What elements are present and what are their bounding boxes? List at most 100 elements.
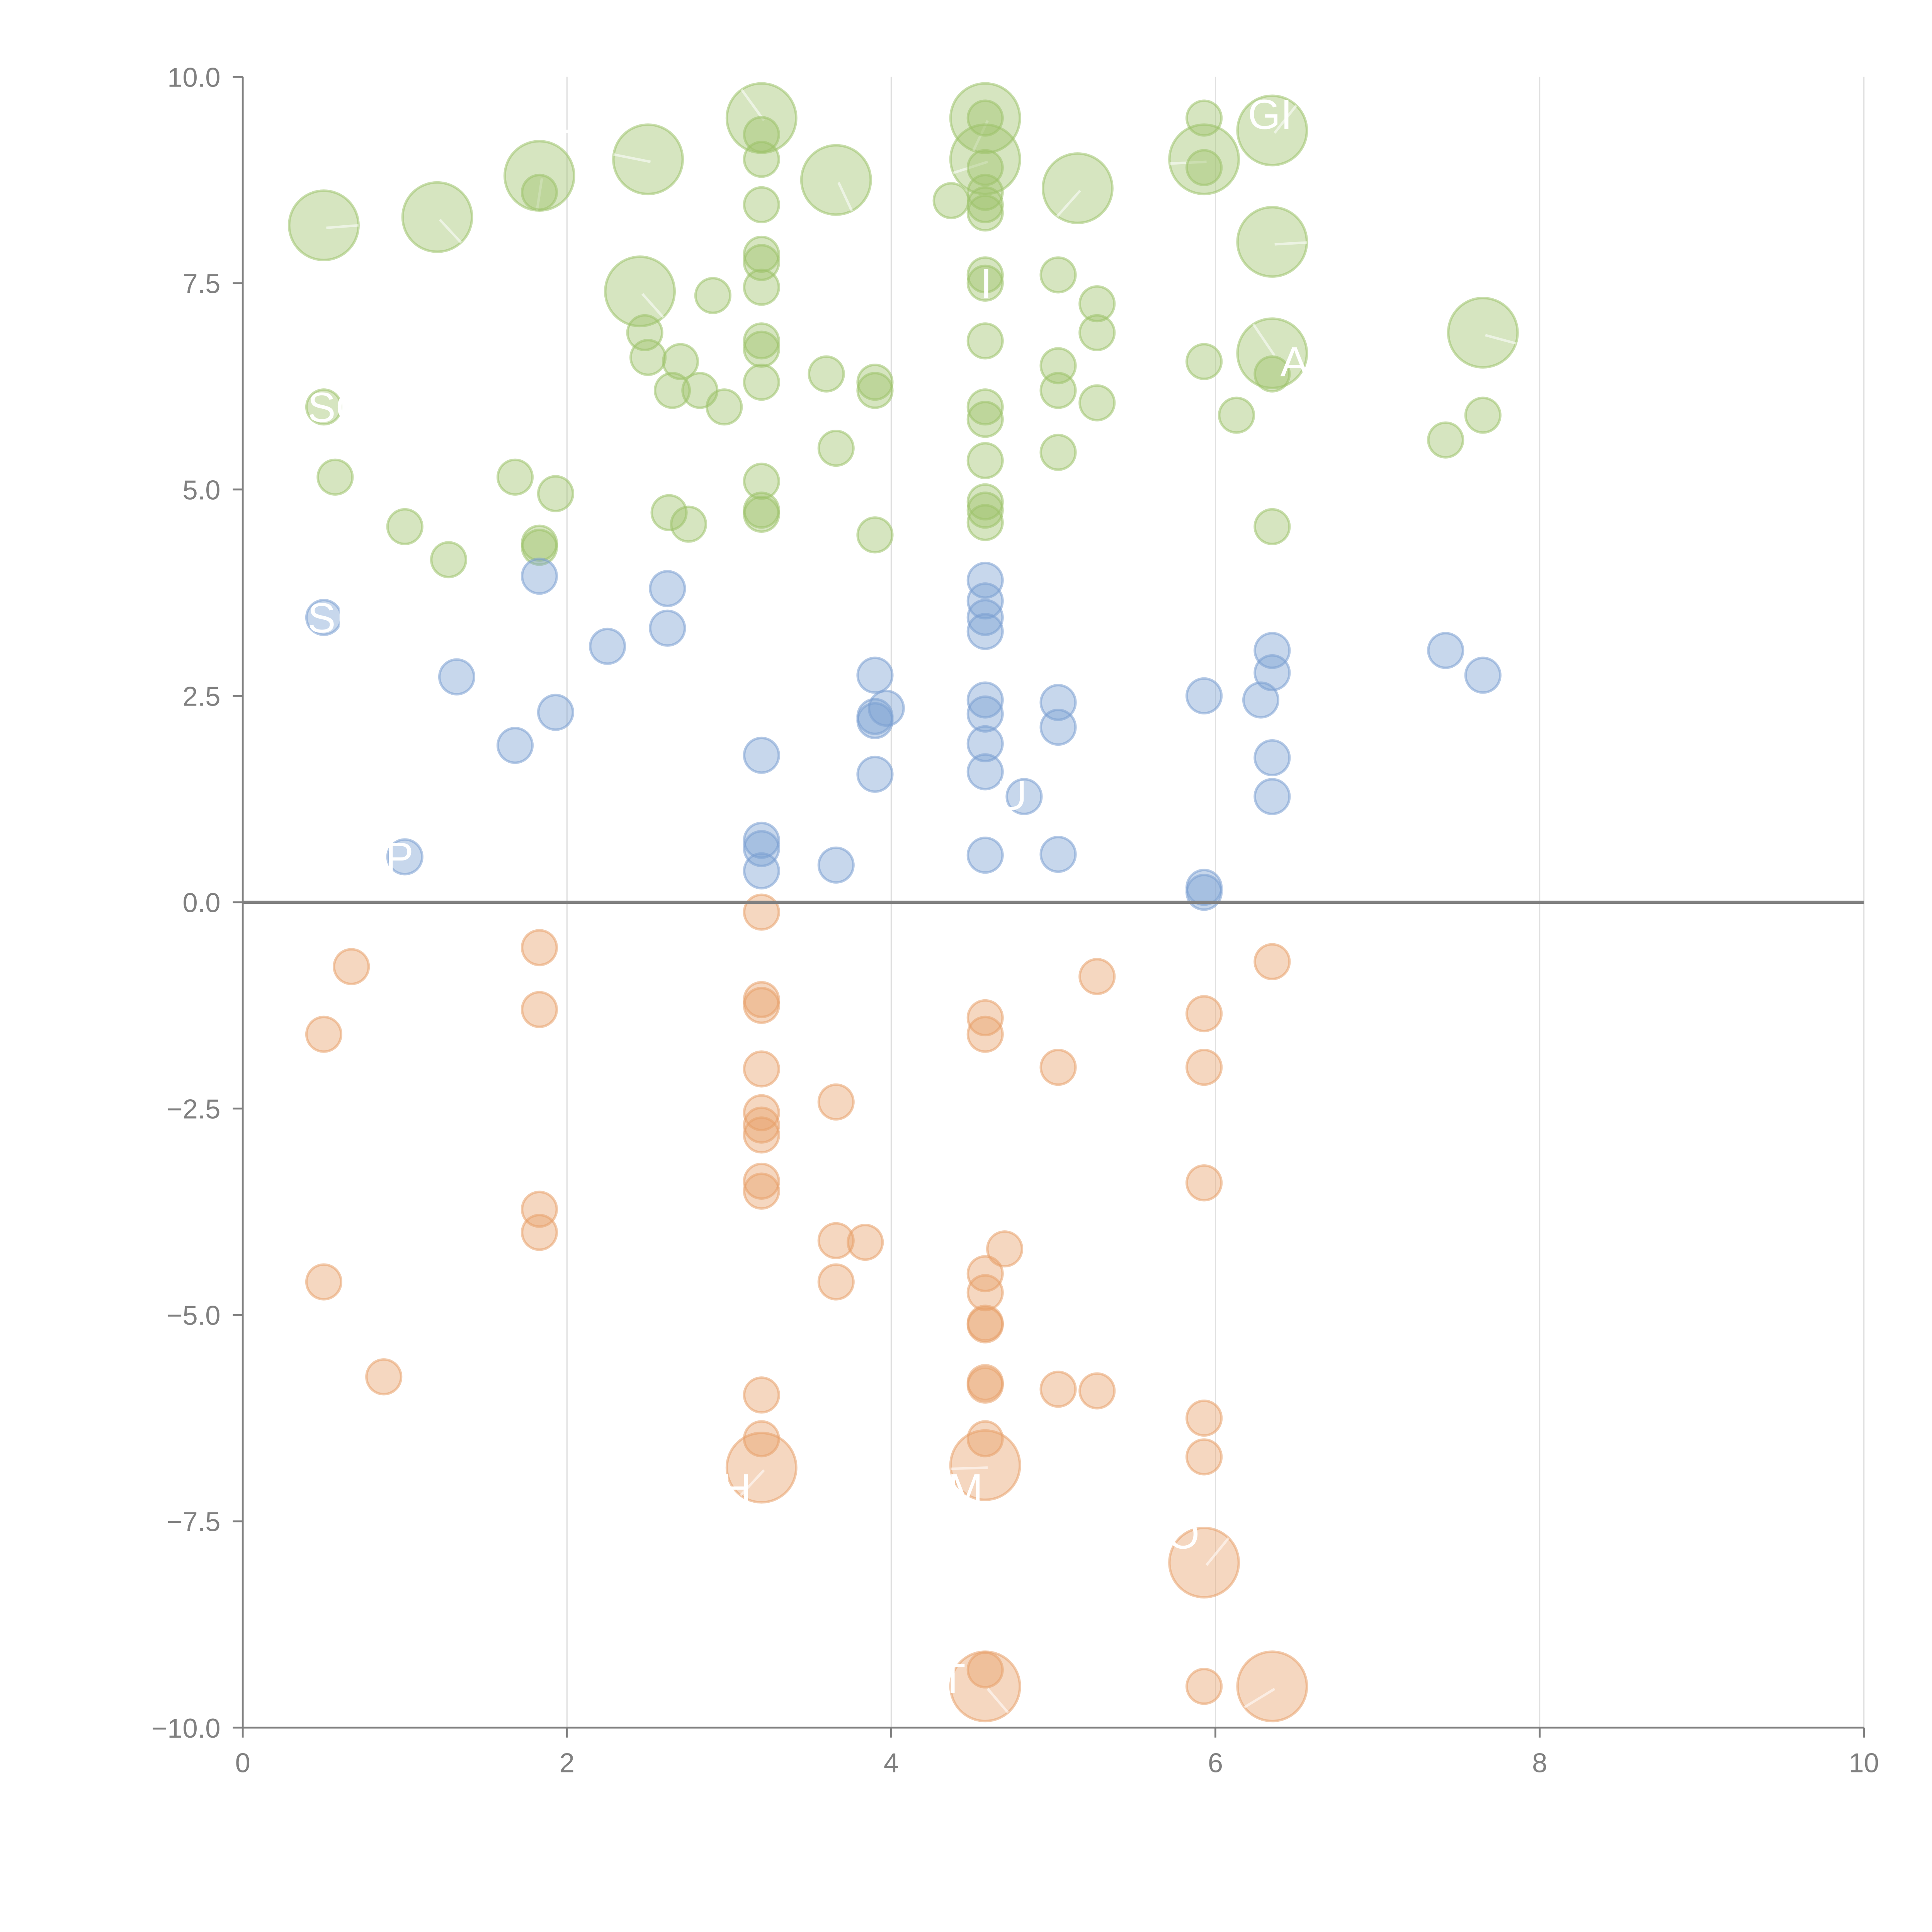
bubble-leader-line (740, 1469, 765, 1497)
bubble-orange (743, 1106, 780, 1144)
bubble-leader-line (613, 153, 651, 163)
y-tick-label: 7.5 (182, 268, 220, 299)
bubble-blue (1039, 835, 1077, 873)
bubble-leader-line (1056, 190, 1081, 217)
bubble-blue (966, 681, 1004, 719)
bubble-orange (949, 1650, 1021, 1723)
bubble-blue (1464, 656, 1502, 694)
bubble-leader-line (1485, 334, 1516, 345)
bubble-leader-line (536, 178, 543, 211)
bubble-green (966, 401, 1004, 438)
point-label: A (1280, 338, 1308, 386)
bubble-green (817, 429, 855, 467)
y-tick-label: −7.5 (167, 1507, 220, 1537)
bubble-blue (966, 753, 1004, 791)
bubble-blue (1253, 739, 1291, 777)
y-tick-label: −10.0 (151, 1713, 220, 1743)
bubble-green (612, 123, 684, 196)
bubble-orange (365, 1358, 403, 1396)
bubble-orange (966, 1274, 1004, 1311)
bubble-orange (305, 1015, 343, 1053)
bubble-orange (1078, 1372, 1116, 1410)
point-label: SO (308, 384, 368, 431)
bubble-green (1253, 355, 1291, 393)
bubble-leader-line (1244, 1688, 1276, 1709)
bubble-blue (856, 755, 894, 793)
bubble-orange (520, 991, 558, 1028)
bubble-orange (743, 1116, 780, 1154)
bubble-green (1078, 314, 1116, 352)
bubble-green (1447, 296, 1519, 369)
bubble-green (966, 504, 1004, 541)
bubble-orange (1185, 1438, 1223, 1476)
y-ticks: 10.0 7.5 5.0 2.5 0.0 −2.5 −5.0 −7.5 −10.0 (151, 62, 243, 1743)
bubble-green (800, 144, 872, 216)
bubble-blue (305, 599, 343, 636)
bubble-blue (1427, 632, 1464, 669)
bubble-green (662, 343, 699, 380)
bubble-orange (1185, 995, 1223, 1032)
bubble-blue (966, 695, 1004, 733)
x-tick-label: 4 (884, 1748, 899, 1778)
bubble-blue (1185, 874, 1223, 911)
bubble-leader-line (1252, 323, 1276, 357)
point-label: ' (1288, 1630, 1296, 1677)
bubble-green (966, 483, 1004, 520)
bubble-green (1236, 206, 1308, 278)
bubble-blue (966, 613, 1004, 650)
point-label: L (546, 95, 570, 142)
bubble-blue (1005, 778, 1043, 815)
bubble-green (653, 372, 691, 409)
bubble-green (966, 492, 1004, 529)
bubble-orange (333, 948, 370, 985)
bubble-green (966, 442, 1004, 480)
bubble-orange (1185, 1668, 1223, 1705)
bubble-green (743, 463, 780, 500)
bubble-orange (966, 1255, 1004, 1293)
bubble-orange (966, 1420, 1004, 1458)
bubble-green (629, 338, 667, 376)
bubble-green (966, 99, 1004, 137)
bubble-green (670, 505, 707, 543)
bubble-orange (1185, 1399, 1223, 1437)
bubble-leader-line (1274, 241, 1307, 246)
bubble-orange (1185, 1049, 1223, 1086)
bubble-green (743, 235, 780, 273)
bubble-green (386, 508, 423, 546)
point-label: U (997, 772, 1027, 819)
bubble-green (1427, 421, 1464, 459)
bubble-blue (743, 852, 780, 889)
bubble-orange (1236, 1650, 1308, 1723)
bubble-blue (966, 837, 1004, 874)
bubble-leader-line (439, 219, 462, 243)
x-tick-label: 0 (235, 1748, 250, 1778)
bubble-leader-line (641, 293, 664, 318)
bubble-orange (520, 929, 558, 966)
bubble-orange (743, 893, 780, 931)
bubble-leader-line (951, 1466, 988, 1470)
point-label: GI (1248, 91, 1292, 138)
bubble-orange (743, 1172, 780, 1210)
point-label: O (1167, 1511, 1200, 1558)
bubble-orange (817, 1222, 855, 1259)
axes (242, 77, 1864, 1729)
bubble-blue (589, 628, 626, 665)
point-label: P (385, 834, 413, 881)
bubble-green (856, 364, 894, 401)
bubble-blue (520, 558, 558, 595)
bubble-green (1464, 396, 1502, 434)
x-ticks: 0 2 4 6 8 10 (235, 1728, 1879, 1778)
bubble-green (1039, 256, 1077, 294)
bubble-blue (966, 561, 1004, 599)
x-tick-label: 8 (1532, 1748, 1547, 1778)
bubble-green (496, 458, 534, 496)
bubble-green (537, 475, 575, 512)
bubble-blue (649, 570, 686, 607)
point-label: M (948, 1465, 983, 1512)
y-tick-label: 2.5 (182, 681, 220, 712)
bubble-orange (743, 1376, 780, 1414)
bubble-green (856, 516, 894, 554)
bubble-orange (305, 1263, 343, 1301)
bubble-orange (725, 1432, 798, 1504)
